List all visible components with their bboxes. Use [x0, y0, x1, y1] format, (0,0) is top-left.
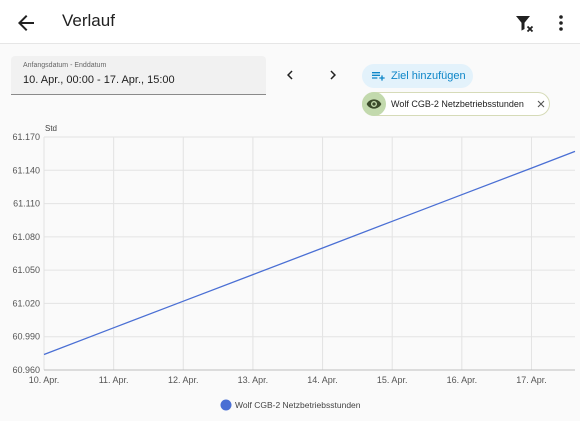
close-icon[interactable] [535, 98, 547, 110]
series-line [43, 150, 576, 356]
arrow-left-icon [18, 15, 34, 31]
filter-remove-icon [516, 16, 534, 33]
chevron-left-icon [287, 70, 293, 80]
x-tick-label: 11. Apr. [99, 375, 129, 385]
legend-label: Wolf CGB-2 Netzbetriebsstunden [235, 400, 361, 410]
chart-series [43, 150, 576, 356]
playlist-plus-icon [372, 72, 385, 81]
x-axis-ticks: 10. Apr. 11. Apr. 12. Apr. 13. Apr. 14. Apr.… [29, 375, 547, 385]
overflow-menu-button[interactable] [549, 11, 573, 35]
dots-vertical-icon [559, 15, 563, 31]
x-tick-label: 15. Apr. [377, 375, 408, 385]
y-tick-label: 61.110 [13, 199, 40, 209]
y-tick-label: 61.140 [12, 165, 40, 175]
toggle-visibility-button[interactable] [362, 92, 386, 116]
y-tick-label: 60.960 [12, 365, 40, 375]
clear-filter-button[interactable] [512, 11, 536, 35]
y-tick-label: 61.080 [12, 232, 40, 242]
x-tick-label: 17. Apr. [516, 375, 547, 385]
y-axis-unit: Std [45, 124, 57, 133]
y-tick-label: 61.020 [12, 298, 40, 308]
x-tick-label: 16. Apr. [447, 375, 478, 385]
date-range-value: 10. Apr., 00:00 - 17. Apr., 15:00 [23, 74, 175, 86]
previous-range-button[interactable] [281, 66, 299, 84]
add-target-label: Ziel hinzufügen [391, 70, 466, 82]
date-range-field[interactable]: Anfangsdatum - Enddatum 10. Apr., 00:00 … [11, 56, 266, 95]
top-app-bar: Verlauf [0, 0, 580, 44]
x-tick-label: 14. Apr. [307, 375, 338, 385]
legend-marker [220, 399, 232, 411]
date-range-label: Anfangsdatum - Enddatum [23, 62, 107, 69]
x-tick-label: 13. Apr. [238, 375, 269, 385]
eye-icon [366, 99, 382, 109]
page-title: Verlauf [62, 11, 115, 30]
y-axis-ticks: 60.960 60.990 61.020 61.050 61.080 61.110 61.1… [12, 132, 40, 375]
chart-grid [43, 136, 575, 371]
y-tick-label: 60.990 [12, 332, 40, 342]
add-target-button[interactable]: Ziel hinzufügen [362, 64, 473, 88]
chevron-right-icon [330, 70, 336, 80]
y-tick-label: 61.050 [12, 265, 40, 275]
next-range-button[interactable] [324, 66, 342, 84]
entity-chip-label: Wolf CGB-2 Netzbetriebsstunden [391, 99, 524, 109]
x-tick-label: 12. Apr. [168, 375, 199, 385]
y-tick-label: 61.170 [12, 132, 40, 142]
chart-legend[interactable]: Wolf CGB-2 Netzbetriebsstunden [220, 399, 361, 411]
entity-chip[interactable]: Wolf CGB-2 Netzbetriebsstunden [362, 92, 550, 116]
history-chart: Std 60.960 60.990 61.020 61.050 61.080 61.110… [12, 124, 576, 411]
x-tick-label: 10. Apr. [29, 375, 60, 385]
back-button[interactable] [14, 11, 38, 35]
